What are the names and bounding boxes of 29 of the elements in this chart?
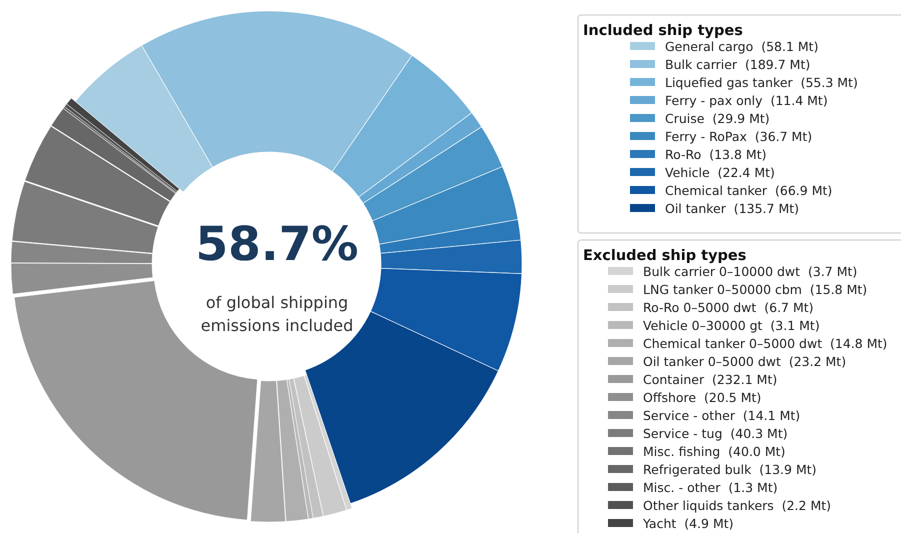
legend-label: Oil tanker (135.7 Mt) bbox=[665, 201, 800, 216]
legend-label: Ro-Ro (13.8 Mt) bbox=[665, 147, 766, 162]
legend-label: Chemical tanker 0–5000 dwt (14.8 Mt) bbox=[643, 336, 888, 351]
legend-label: Misc. - other (1.3 Mt) bbox=[643, 480, 778, 495]
legend-label: LNG tanker 0–50000 cbm (15.8 Mt) bbox=[643, 282, 868, 297]
legend-label: Ro-Ro 0–5000 dwt (6.7 Mt) bbox=[643, 300, 814, 315]
legend-label: Misc. fishing (40.0 Mt) bbox=[643, 444, 786, 459]
legend-label: Vehicle (22.4 Mt) bbox=[665, 165, 775, 180]
legend-label: General cargo (58.1 Mt) bbox=[665, 39, 818, 54]
legend-label: Ferry - RoPax (36.7 Mt) bbox=[665, 129, 812, 144]
text: of global shipping emissions included bbox=[200, 293, 354, 335]
legend-label: Ferry - pax only (11.4 Mt) bbox=[665, 93, 828, 108]
legend-label: Container (232.1 Mt) bbox=[643, 372, 778, 387]
text: 58.7% bbox=[195, 217, 359, 272]
legend-label: Bulk carrier 0–10000 dwt (3.7 Mt) bbox=[643, 264, 858, 279]
legend-label: Oil tanker 0–5000 dwt (23.2 Mt) bbox=[643, 354, 846, 369]
legend-label: Bulk carrier (189.7 Mt) bbox=[665, 57, 810, 72]
legend-label: Service - other (14.1 Mt) bbox=[643, 408, 800, 423]
legend-label: Vehicle 0–30000 gt (3.1 Mt) bbox=[643, 318, 820, 333]
legend-label: Chemical tanker (66.9 Mt) bbox=[665, 183, 832, 198]
legend-label: Refrigerated bulk (13.9 Mt) bbox=[643, 462, 817, 477]
legend-label: Service - tug (40.3 Mt) bbox=[643, 426, 788, 441]
legend-label: Offshore (20.5 Mt) bbox=[643, 390, 762, 405]
legend-label: Cruise (29.9 Mt) bbox=[665, 111, 770, 126]
legend-label: Yacht (4.9 Mt) bbox=[642, 516, 734, 531]
legend-title: Included ship types bbox=[583, 23, 743, 39]
text: Excluded ship types bbox=[583, 248, 746, 264]
legend-label: Other liquids tankers (2.2 Mt) bbox=[643, 498, 832, 513]
legend-label: Liquefied gas tanker (55.3 Mt) bbox=[665, 75, 858, 90]
